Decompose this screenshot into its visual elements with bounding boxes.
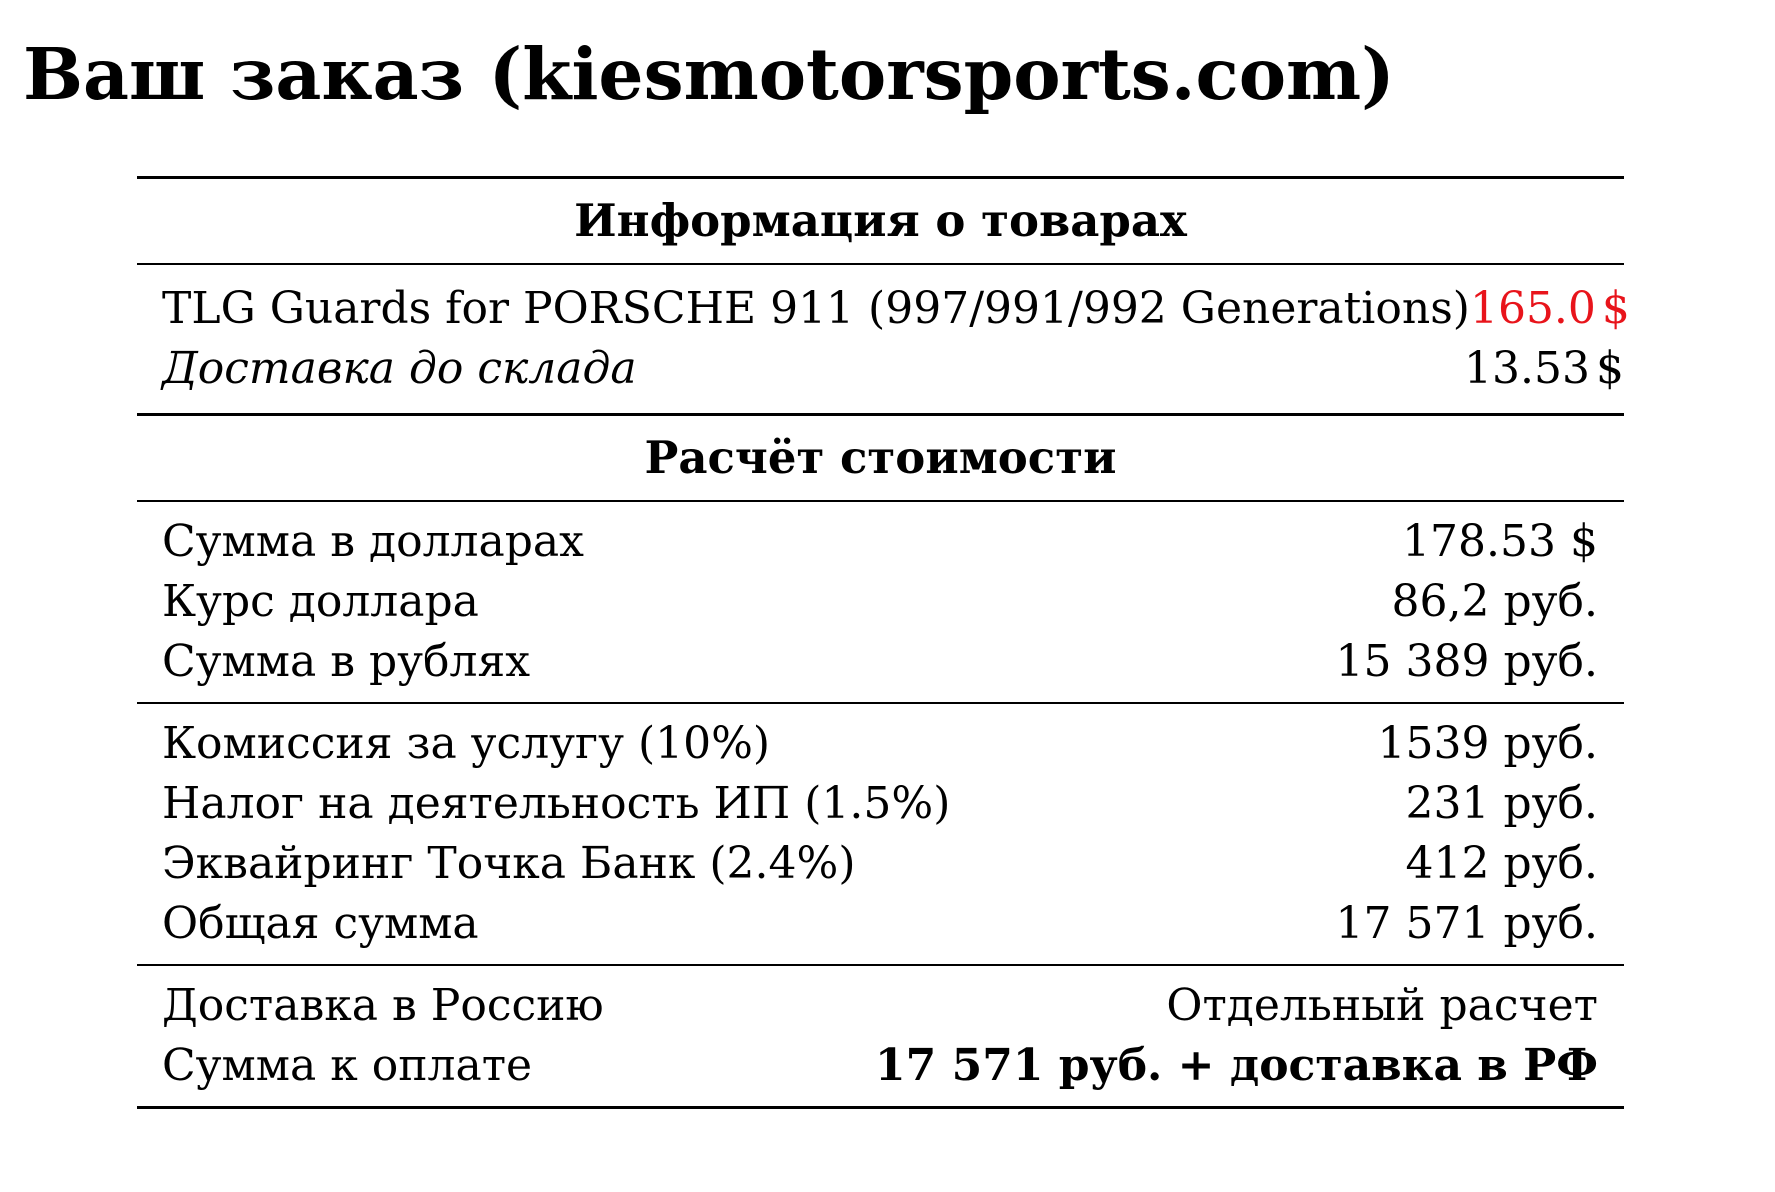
calc-value: 15 389 руб. (1335, 636, 1598, 687)
item-price-amount: 13.53 (1464, 343, 1590, 394)
calc-value: 178.53 $ (1402, 516, 1598, 567)
item-price: 165.0 $ (1470, 279, 1630, 339)
total-due-label: Сумма к оплате (162, 1040, 533, 1091)
section-divider (137, 413, 1624, 416)
item-row: Доставка до склада 13.53 $ (137, 339, 1624, 399)
item-name: Доставка до склада (162, 343, 637, 394)
order-summary-table: Информация о товарах TLG Guards for PORS… (137, 176, 1630, 1109)
total-due-row: Сумма к оплате 17 571 руб. + доставка в … (137, 1036, 1624, 1096)
calc-row: Налог на деятельность ИП (1.5%) 231 руб. (137, 774, 1624, 834)
calc-label: Сумма в рублях (162, 636, 531, 687)
table-top-rule (137, 176, 1624, 179)
calc-label: Курс доллара (162, 576, 479, 627)
calc-label: Комиссия за услугу (10%) (162, 718, 771, 769)
calc-row: Сумма в рублях 15 389 руб. (137, 632, 1624, 692)
fees-group: Комиссия за услугу (10%) 1539 руб. Налог… (137, 704, 1624, 964)
calc-label: Сумма в долларах (162, 516, 584, 567)
calc-row: Доставка в Россию Отдельный расчет (137, 976, 1624, 1036)
section-divider (137, 500, 1624, 502)
calc-row: Общая сумма 17 571 руб. (137, 894, 1624, 954)
calc-row: Комиссия за услугу (10%) 1539 руб. (137, 714, 1624, 774)
item-price-currency: $ (1596, 343, 1624, 394)
calc-label: Налог на деятельность ИП (1.5%) (162, 778, 951, 829)
calc-value: 86,2 руб. (1391, 576, 1599, 627)
group-divider (137, 702, 1624, 704)
section-divider (137, 263, 1624, 265)
calc-label: Общая сумма (162, 898, 479, 949)
item-price-currency: $ (1601, 283, 1630, 334)
calc-value: Отдельный расчет (1166, 980, 1598, 1031)
calc-value: 412 руб. (1405, 838, 1599, 889)
total-due-value: 17 571 руб. + доставка в РФ (875, 1040, 1598, 1091)
final-group: Доставка в Россию Отдельный расчет Сумма… (137, 966, 1624, 1106)
calc-label: Доставка в Россию (162, 980, 604, 1031)
calc-row: Эквайринг Точка Банк (2.4%) 412 руб. (137, 834, 1624, 894)
items-section-heading: Информация о товарах (574, 194, 1187, 247)
item-price-amount: 165.0 (1469, 283, 1596, 334)
table-bottom-rule (137, 1106, 1624, 1109)
calc-row: Курс доллара 86,2 руб. (137, 572, 1624, 632)
items-list: TLG Guards for PORSCHE 911 (997/991/992 … (137, 265, 1630, 413)
calc-label: Эквайринг Точка Банк (2.4%) (162, 838, 856, 889)
conversion-group: Сумма в долларах 178.53 $ Курс доллара 8… (137, 502, 1624, 702)
calc-section-heading: Расчёт стоимости (644, 431, 1117, 484)
item-row: TLG Guards for PORSCHE 911 (997/991/992 … (137, 279, 1630, 339)
calc-value: 231 руб. (1405, 778, 1599, 829)
item-price: 13.53 $ (1464, 339, 1624, 399)
group-divider (137, 964, 1624, 966)
page-title: Ваш заказ (kiesmotorsports.com) (23, 32, 1395, 116)
item-name: TLG Guards for PORSCHE 911 (997/991/992 … (162, 283, 1470, 334)
calc-row: Сумма в долларах 178.53 $ (137, 512, 1624, 572)
calc-value: 17 571 руб. (1335, 898, 1598, 949)
calc-value: 1539 руб. (1377, 718, 1599, 769)
